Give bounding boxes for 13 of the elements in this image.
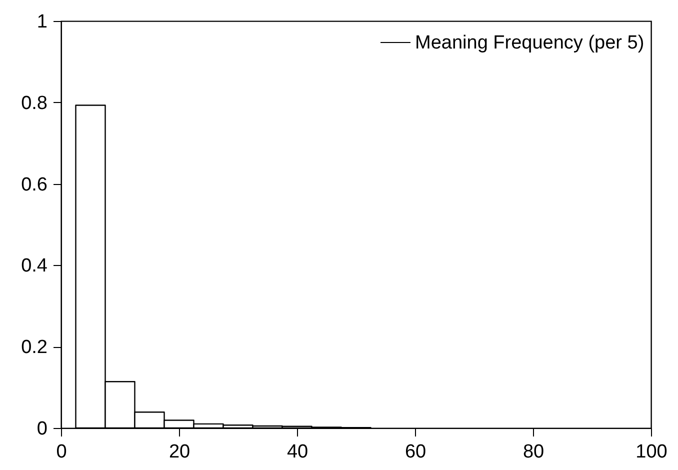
x-tick-label: 60 <box>404 442 426 462</box>
x-tick-label: 40 <box>286 442 308 462</box>
legend-label: Meaning Frequency (per 5) <box>415 32 644 54</box>
y-tick-label: 0.4 <box>21 256 48 277</box>
y-tick-label: 0.2 <box>21 337 48 358</box>
x-tick-label: 20 <box>168 442 190 462</box>
y-tick-label: 0.8 <box>21 92 48 114</box>
y-tick-label: 0 <box>36 418 48 440</box>
x-tick-label: 0 <box>56 442 67 462</box>
x-tick-label: 80 <box>522 442 544 462</box>
x-tick-label: 100 <box>636 442 668 462</box>
y-tick-label: 0.6 <box>21 174 48 196</box>
y-tick-label: 1 <box>36 12 48 32</box>
